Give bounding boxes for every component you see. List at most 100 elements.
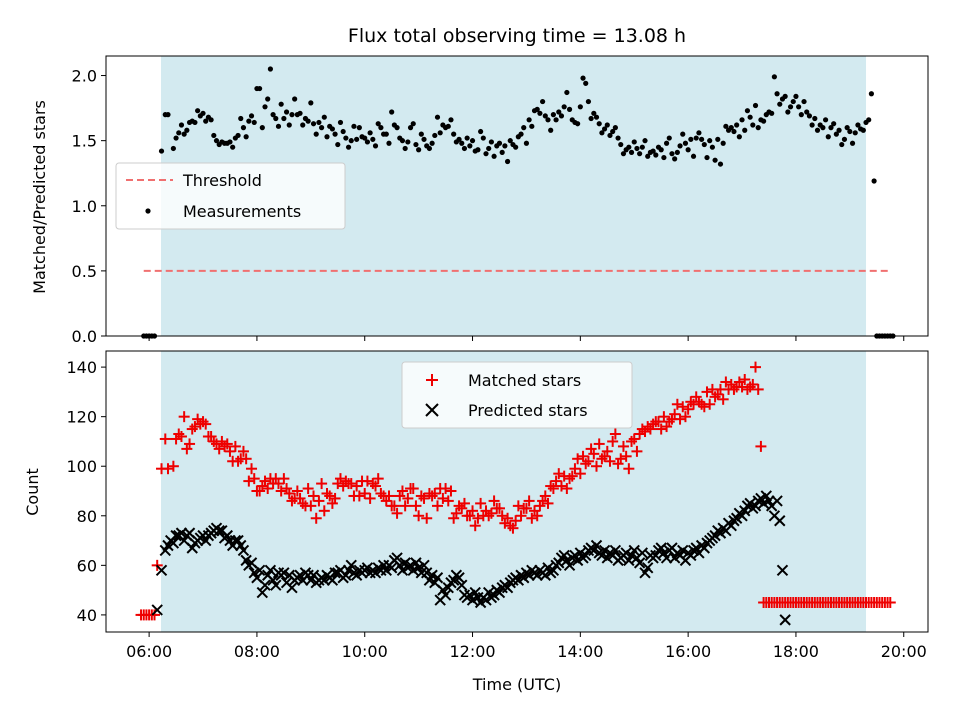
measurement-point <box>596 121 602 127</box>
measurement-point <box>170 145 176 152</box>
measurement-point <box>378 125 384 131</box>
matched-star-point <box>652 416 664 428</box>
measurement-point <box>429 140 435 146</box>
measurement-point <box>761 118 767 124</box>
matched-star-point <box>679 411 691 423</box>
measurement-point <box>513 144 519 150</box>
measurement-point <box>213 138 220 144</box>
matched-star-point <box>442 495 454 507</box>
measurement-point <box>389 109 395 115</box>
measurement-point <box>475 147 481 153</box>
matched-star-point <box>526 512 538 524</box>
matched-star-point <box>658 411 670 423</box>
predicted-star-point <box>326 574 339 586</box>
matched-star-point <box>677 401 689 413</box>
measurement-point <box>831 121 837 127</box>
predicted-star-point <box>563 559 576 572</box>
predicted-star-point <box>609 544 622 557</box>
measurement-point <box>246 118 252 124</box>
predicted-star-point <box>167 537 180 549</box>
measurement-point <box>847 128 853 135</box>
matched-star-point <box>229 440 241 452</box>
count-y-tick-label: 140 <box>66 358 97 377</box>
measurement-point <box>747 114 753 120</box>
matched-star-point <box>755 440 767 452</box>
predicted-star-point <box>385 562 398 574</box>
measurement-point <box>812 115 818 122</box>
measurement-point <box>321 114 327 120</box>
measurement-point <box>491 153 497 159</box>
matched-star-point <box>717 393 729 405</box>
predicted-legend-label: Predicted stars <box>468 401 588 420</box>
matched-star-point <box>615 453 627 465</box>
measurement-point <box>195 108 201 114</box>
measurement-point <box>615 135 621 141</box>
predicted-star-point <box>774 515 786 527</box>
matched-star-point <box>502 512 514 524</box>
matched-star-point <box>359 487 371 499</box>
measurement-point <box>273 115 279 122</box>
measurement-point <box>561 104 567 110</box>
measurement-point <box>345 144 352 150</box>
measurement-point <box>785 109 791 115</box>
count-y-tick-label: 60 <box>77 556 97 575</box>
measurements-legend-label: Measurements <box>183 202 301 221</box>
measurement-point <box>663 140 670 146</box>
matched-star-point <box>469 520 481 532</box>
matched-star-point <box>604 455 616 467</box>
measurement-point <box>386 140 392 146</box>
matched-star-point <box>302 483 314 495</box>
matched-star-point <box>259 475 271 487</box>
matched-star-point <box>345 478 357 490</box>
measurement-point <box>696 130 702 136</box>
measurement-point <box>230 144 236 150</box>
measurement-point <box>518 131 524 137</box>
matched-star-point <box>588 448 600 460</box>
measurement-point <box>305 118 311 124</box>
measurement-point <box>836 127 842 133</box>
matched-star-point <box>547 483 559 495</box>
measurement-point <box>550 112 556 118</box>
matched-star-point <box>334 473 346 485</box>
matched-star-point <box>542 497 554 509</box>
x-tick-label: 06:00 <box>126 642 172 661</box>
measurement-point <box>227 139 233 145</box>
matched-star-point <box>291 485 303 497</box>
matched-star-point <box>582 455 594 467</box>
measurement-point <box>820 125 826 131</box>
measurement-point <box>445 123 451 129</box>
matched-star-point <box>305 500 317 512</box>
measurement-point <box>383 131 389 137</box>
measurement-point <box>165 112 171 118</box>
measurement-point <box>618 141 624 148</box>
measurement-point <box>521 125 527 131</box>
x-axis-label: Time (UTC) <box>472 675 561 694</box>
matched-legend-marker <box>426 374 438 386</box>
predicted-star-point <box>453 572 465 584</box>
matched-star-point <box>531 510 543 522</box>
matched-star-point <box>364 492 376 504</box>
measurement-point <box>790 98 796 105</box>
measurement-point <box>534 106 540 112</box>
measurement-point <box>666 135 672 141</box>
measurement-point <box>480 135 486 141</box>
measurement-point <box>467 143 473 149</box>
count-y-ticks: 40 60 80 100 120 140 <box>66 358 106 625</box>
matched-star-point <box>184 438 196 450</box>
measurement-point <box>871 178 877 184</box>
matched-star-point <box>682 403 694 415</box>
ratio-y-tick-label: 0.5 <box>72 262 97 281</box>
matched-star-point <box>310 512 322 524</box>
measurement-point <box>257 85 263 92</box>
matched-star-point <box>555 480 567 492</box>
predicted-star-point <box>771 495 783 507</box>
measurement-point <box>642 138 648 144</box>
matched-star-point <box>243 475 255 487</box>
ratio-markers <box>141 66 896 339</box>
measurement-point <box>712 157 718 163</box>
measurement-point <box>178 122 185 128</box>
matched-star-point <box>655 423 667 435</box>
measurement-point <box>405 139 411 145</box>
matched-star-point <box>485 507 497 519</box>
measurement-point <box>292 96 298 102</box>
